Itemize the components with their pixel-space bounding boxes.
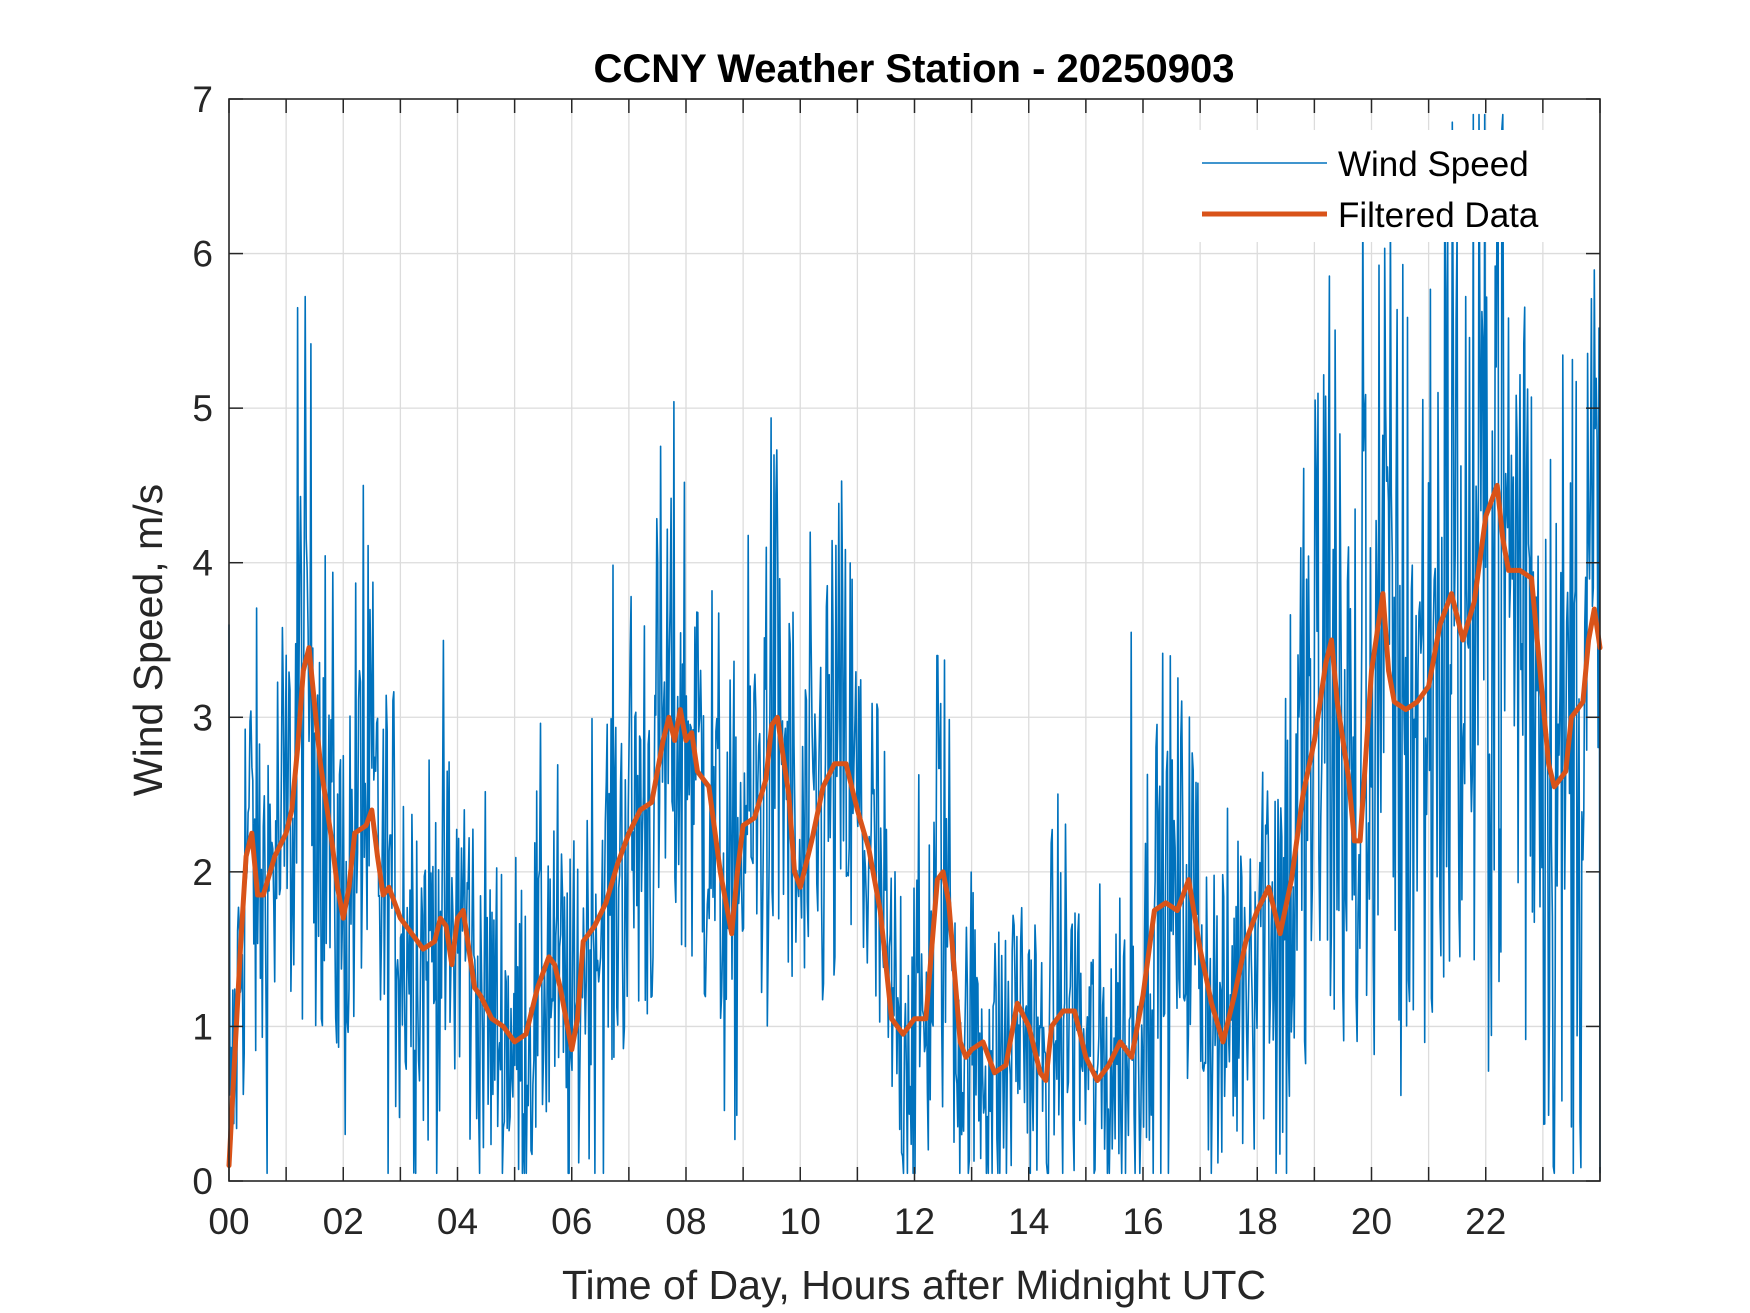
x-tick-label: 00 xyxy=(208,1201,249,1242)
tick-marks xyxy=(228,98,1601,1182)
y-tick-label: 7 xyxy=(192,79,213,120)
x-tick-label: 08 xyxy=(665,1201,706,1242)
x-axis-label: Time of Day, Hours after Midnight UTC xyxy=(562,1262,1266,1308)
x-tick-label: 20 xyxy=(1351,1201,1392,1242)
x-tick-label: 10 xyxy=(780,1201,821,1242)
x-tick-label: 22 xyxy=(1465,1201,1506,1242)
y-tick-label: 5 xyxy=(192,388,213,429)
y-tick-label: 4 xyxy=(192,543,213,584)
x-tick-label: 04 xyxy=(437,1201,478,1242)
x-tick-label: 14 xyxy=(1008,1201,1049,1242)
series-line-filtered-data xyxy=(226,482,1603,1168)
x-tick-label: 02 xyxy=(323,1201,364,1242)
x-tick-label: 18 xyxy=(1237,1201,1278,1242)
y-tick-label: 1 xyxy=(192,1006,213,1047)
y-tick-label: 3 xyxy=(192,697,213,738)
x-tick-label: 16 xyxy=(1122,1201,1163,1242)
legend-label-filtered-data: Filtered Data xyxy=(1338,196,1539,235)
x-tick-label: 12 xyxy=(894,1201,935,1242)
y-tick-label: 2 xyxy=(192,852,213,893)
y-axis-label: Wind Speed, m/s xyxy=(125,484,171,796)
legend-background xyxy=(1190,130,1565,242)
chart-title: CCNY Weather Station - 20250903 xyxy=(594,47,1235,91)
y-tick-label: 0 xyxy=(192,1161,213,1202)
legend: Wind Speed Filtered Data xyxy=(1190,130,1565,242)
y-tick-labels: 0 1 2 3 4 5 6 7 xyxy=(192,79,213,1202)
x-tick-labels: 00 02 04 06 08 10 12 14 16 18 20 22 xyxy=(208,1201,1506,1242)
y-tick-label: 6 xyxy=(192,234,213,275)
plot-series xyxy=(226,113,1603,1175)
legend-label-wind-speed: Wind Speed xyxy=(1338,145,1529,184)
x-tick-label: 06 xyxy=(551,1201,592,1242)
